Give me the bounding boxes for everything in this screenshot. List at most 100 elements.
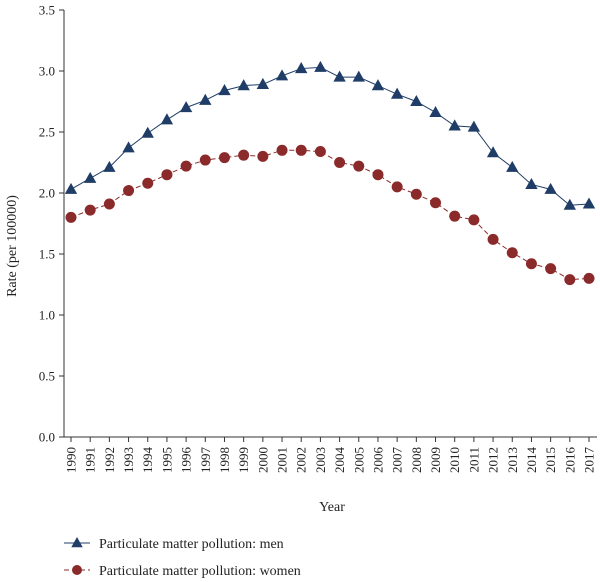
data-point bbox=[275, 69, 289, 81]
data-point bbox=[429, 105, 442, 118]
data-point bbox=[467, 120, 481, 132]
y-tick-label: 0.0 bbox=[39, 430, 55, 445]
x-tick-label: 2010 bbox=[447, 447, 462, 473]
data-point bbox=[180, 160, 192, 172]
x-axis-title: Year bbox=[319, 500, 345, 515]
data-point bbox=[199, 93, 212, 105]
x-tick-label: 2006 bbox=[370, 447, 385, 474]
x-tick-label: 2002 bbox=[294, 447, 309, 473]
x-tick-label: 1998 bbox=[217, 447, 232, 473]
x-tick-label: 1997 bbox=[198, 447, 213, 474]
data-point bbox=[525, 177, 538, 190]
x-tick-label: 1993 bbox=[121, 447, 136, 473]
data-point bbox=[353, 160, 365, 172]
data-point bbox=[563, 198, 576, 210]
x-tick-label: 2016 bbox=[562, 447, 577, 474]
data-point bbox=[276, 144, 288, 156]
data-point bbox=[333, 70, 346, 82]
data-point bbox=[430, 197, 442, 209]
x-tick-label: 2005 bbox=[351, 447, 366, 473]
data-point bbox=[122, 141, 135, 153]
data-point bbox=[295, 62, 308, 74]
data-point bbox=[84, 204, 96, 216]
data-point bbox=[295, 144, 307, 156]
y-tick-label: 3.5 bbox=[39, 3, 55, 18]
x-tick-label: 2001 bbox=[275, 447, 290, 473]
x-tick-label: 2012 bbox=[486, 447, 501, 473]
data-point bbox=[218, 152, 230, 164]
legend-entry: Particulate matter pollution: women bbox=[64, 564, 301, 579]
data-point bbox=[123, 185, 135, 197]
chart-axes bbox=[63, 10, 597, 438]
x-tick-label: 2004 bbox=[332, 447, 347, 474]
data-point bbox=[103, 198, 115, 210]
data-point bbox=[582, 197, 596, 209]
data-point bbox=[142, 177, 154, 189]
legend-marker bbox=[72, 565, 82, 575]
data-point bbox=[448, 119, 461, 131]
data-point bbox=[160, 113, 174, 125]
data-point bbox=[390, 87, 404, 99]
data-point bbox=[525, 258, 537, 270]
x-tick-label: 2013 bbox=[505, 447, 520, 473]
x-tick-label: 2015 bbox=[543, 447, 558, 473]
x-tick-label: 1991 bbox=[83, 447, 98, 473]
y-tick-label: 3.0 bbox=[39, 64, 55, 79]
y-axis-ticks: 0.0 0.5 1.0 1.5 2.0 2.5 3.0 3.5 bbox=[39, 3, 64, 445]
x-axis-ticks: 1990 1991 1992 1993 1994 1995 1996 1997 1998 1999… bbox=[64, 437, 597, 473]
y-tick-label: 2.0 bbox=[39, 186, 55, 201]
legend: Particulate matter pollution: men Particu… bbox=[64, 537, 301, 579]
data-point bbox=[334, 157, 346, 168]
y-tick-label: 1.0 bbox=[39, 308, 55, 323]
data-point bbox=[487, 233, 499, 245]
data-point bbox=[564, 274, 576, 286]
data-point bbox=[84, 171, 97, 183]
series-women bbox=[65, 144, 595, 286]
x-tick-label: 2007 bbox=[390, 447, 405, 474]
data-point bbox=[314, 146, 326, 158]
y-tick-label: 2.5 bbox=[39, 125, 55, 140]
x-tick-label: 2017 bbox=[582, 447, 597, 474]
x-tick-label: 1992 bbox=[102, 447, 117, 473]
data-point bbox=[449, 210, 461, 222]
x-tick-label: 1999 bbox=[236, 447, 251, 473]
x-tick-label: 2008 bbox=[409, 447, 424, 473]
data-point bbox=[391, 181, 403, 193]
x-tick-label: 2011 bbox=[466, 447, 481, 473]
data-point bbox=[237, 79, 250, 91]
x-tick-label: 1990 bbox=[64, 447, 79, 473]
data-point bbox=[371, 79, 385, 91]
data-point bbox=[65, 211, 77, 223]
x-tick-label: 1996 bbox=[179, 447, 194, 474]
x-tick-label: 2003 bbox=[313, 447, 328, 473]
data-point bbox=[179, 101, 193, 113]
data-point bbox=[545, 263, 557, 275]
data-point bbox=[64, 182, 78, 194]
y-axis-title: Rate (per 100000) bbox=[5, 195, 20, 297]
x-tick-label: 1995 bbox=[159, 447, 174, 473]
legend-label: Particulate matter pollution: men bbox=[99, 537, 284, 552]
data-point bbox=[218, 84, 231, 96]
series-men bbox=[64, 60, 596, 210]
x-tick-label: 2014 bbox=[524, 447, 539, 474]
data-point bbox=[314, 60, 327, 72]
data-point bbox=[199, 154, 211, 166]
data-point bbox=[506, 160, 519, 172]
legend-label: Particulate matter pollution: women bbox=[99, 564, 301, 579]
data-point bbox=[141, 126, 154, 138]
y-tick-label: 1.5 bbox=[39, 247, 55, 262]
data-point bbox=[161, 169, 173, 181]
data-point bbox=[372, 169, 384, 181]
data-point bbox=[410, 95, 423, 107]
series-line bbox=[70, 149, 590, 281]
data-point bbox=[583, 272, 595, 284]
data-point bbox=[352, 70, 365, 82]
series-line bbox=[70, 66, 590, 206]
legend-marker bbox=[71, 537, 83, 548]
data-point bbox=[506, 247, 518, 259]
y-tick-label: 0.5 bbox=[39, 369, 55, 384]
data-point bbox=[238, 149, 250, 161]
data-point bbox=[256, 77, 270, 89]
x-tick-label: 2009 bbox=[428, 447, 443, 473]
